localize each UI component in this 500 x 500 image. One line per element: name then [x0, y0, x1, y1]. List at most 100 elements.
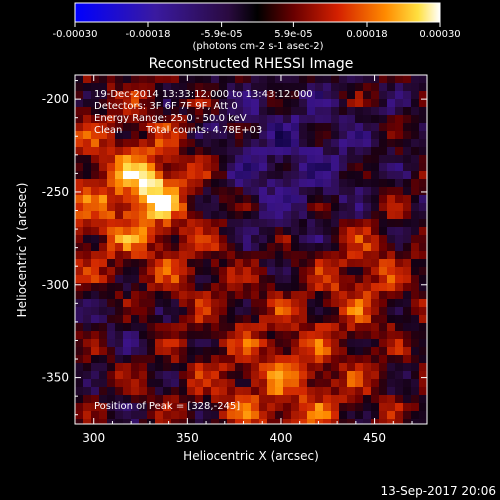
heatmap-cell: [419, 147, 427, 156]
heatmap-cell: [187, 371, 196, 380]
heatmap-cell: [179, 171, 188, 180]
heatmap-cell: [187, 411, 196, 420]
heatmap-cell: [171, 371, 180, 380]
heatmap-cell: [339, 291, 348, 300]
heatmap-cell: [331, 363, 340, 372]
heatmap-cell: [315, 323, 324, 332]
heatmap-cell: [347, 187, 356, 196]
heatmap-cell: [259, 347, 268, 356]
heatmap-cell: [307, 275, 316, 284]
heatmap-cell: [99, 411, 108, 420]
heatmap-cell: [307, 315, 316, 324]
heatmap-cell: [163, 355, 172, 364]
heatmap-cell: [355, 99, 364, 108]
heatmap-cell: [163, 131, 172, 140]
heatmap-cell: [275, 171, 284, 180]
heatmap-cell: [187, 131, 196, 140]
heatmap-cell: [91, 419, 100, 424]
heatmap-cell: [267, 347, 276, 356]
heatmap-cell: [323, 299, 332, 308]
heatmap-cell: [419, 235, 427, 244]
heatmap-cell: [251, 395, 260, 404]
heatmap-cell: [363, 195, 372, 204]
heatmap-cell: [187, 155, 196, 164]
colorbar-tick-label: -0.00018: [126, 29, 171, 40]
heatmap-cell: [107, 187, 116, 196]
heatmap-cell: [283, 331, 292, 340]
heatmap-cell: [139, 387, 148, 396]
heatmap-cell: [123, 195, 132, 204]
heatmap-cell: [267, 99, 276, 108]
heatmap-cell: [339, 107, 348, 116]
heatmap-cell: [235, 291, 244, 300]
heatmap-cell: [419, 259, 427, 268]
heatmap-cell: [331, 227, 340, 236]
heatmap-cell: [307, 347, 316, 356]
heatmap-cell: [227, 403, 236, 412]
colorbar-unit-label: (photons cm-2 s-1 asec-2): [192, 41, 323, 52]
heatmap-cell: [155, 307, 164, 316]
heatmap-cell: [115, 355, 124, 364]
heatmap-cell: [139, 323, 148, 332]
heatmap-cell: [403, 347, 412, 356]
heatmap-cell: [379, 355, 388, 364]
heatmap-cell: [171, 291, 180, 300]
heatmap-cell: [275, 363, 284, 372]
heatmap-cell: [379, 379, 388, 388]
heatmap-cell: [259, 155, 268, 164]
heatmap-cell: [291, 91, 300, 100]
heatmap-cell: [283, 99, 292, 108]
heatmap-cell: [307, 259, 316, 268]
heatmap-cell: [203, 147, 212, 156]
heatmap-cell: [187, 331, 196, 340]
heatmap-cell: [123, 115, 132, 124]
heatmap-cell: [139, 347, 148, 356]
heatmap-cell: [139, 275, 148, 284]
heatmap-cell: [315, 299, 324, 308]
heatmap-cell: [163, 307, 172, 316]
heatmap-cell: [251, 355, 260, 364]
heatmap-cell: [323, 131, 332, 140]
heatmap-cell: [115, 171, 124, 180]
heatmap-cell: [419, 243, 427, 252]
heatmap-cell: [299, 211, 308, 220]
heatmap-cell: [243, 379, 252, 388]
heatmap-cell: [147, 203, 156, 212]
heatmap-cell: [195, 203, 204, 212]
heatmap-cell: [99, 219, 108, 228]
heatmap-cell: [331, 395, 340, 404]
heatmap-cell: [195, 299, 204, 308]
heatmap-cell: [363, 227, 372, 236]
heatmap-cell: [411, 339, 420, 348]
heatmap-cell: [91, 123, 100, 132]
heatmap-cell: [243, 195, 252, 204]
y-tick-label: -250: [42, 185, 69, 199]
heatmap-cell: [291, 371, 300, 380]
heatmap-cell: [123, 355, 132, 364]
heatmap-cell: [275, 355, 284, 364]
heatmap-cell: [155, 107, 164, 116]
heatmap-cell: [259, 123, 268, 132]
heatmap-cell: [155, 91, 164, 100]
heatmap-cell: [323, 259, 332, 268]
heatmap-cell: [267, 171, 276, 180]
heatmap-cell: [115, 75, 124, 84]
heatmap-cell: [331, 355, 340, 364]
heatmap-cell: [163, 155, 172, 164]
heatmap-cell: [115, 339, 124, 348]
heatmap-cell: [251, 91, 260, 100]
heatmap-cell: [83, 323, 92, 332]
heatmap-cell: [179, 387, 188, 396]
heatmap-cell: [187, 395, 196, 404]
heatmap-cell: [227, 195, 236, 204]
heatmap-cell: [379, 387, 388, 396]
heatmap-cell: [107, 251, 116, 260]
heatmap-cell: [363, 219, 372, 228]
heatmap-cell: [203, 99, 212, 108]
heatmap-cell: [107, 147, 116, 156]
heatmap-cell: [299, 107, 308, 116]
heatmap-cell: [363, 379, 372, 388]
heatmap-cell: [227, 267, 236, 276]
heatmap-cell: [267, 211, 276, 220]
heatmap-cell: [379, 339, 388, 348]
